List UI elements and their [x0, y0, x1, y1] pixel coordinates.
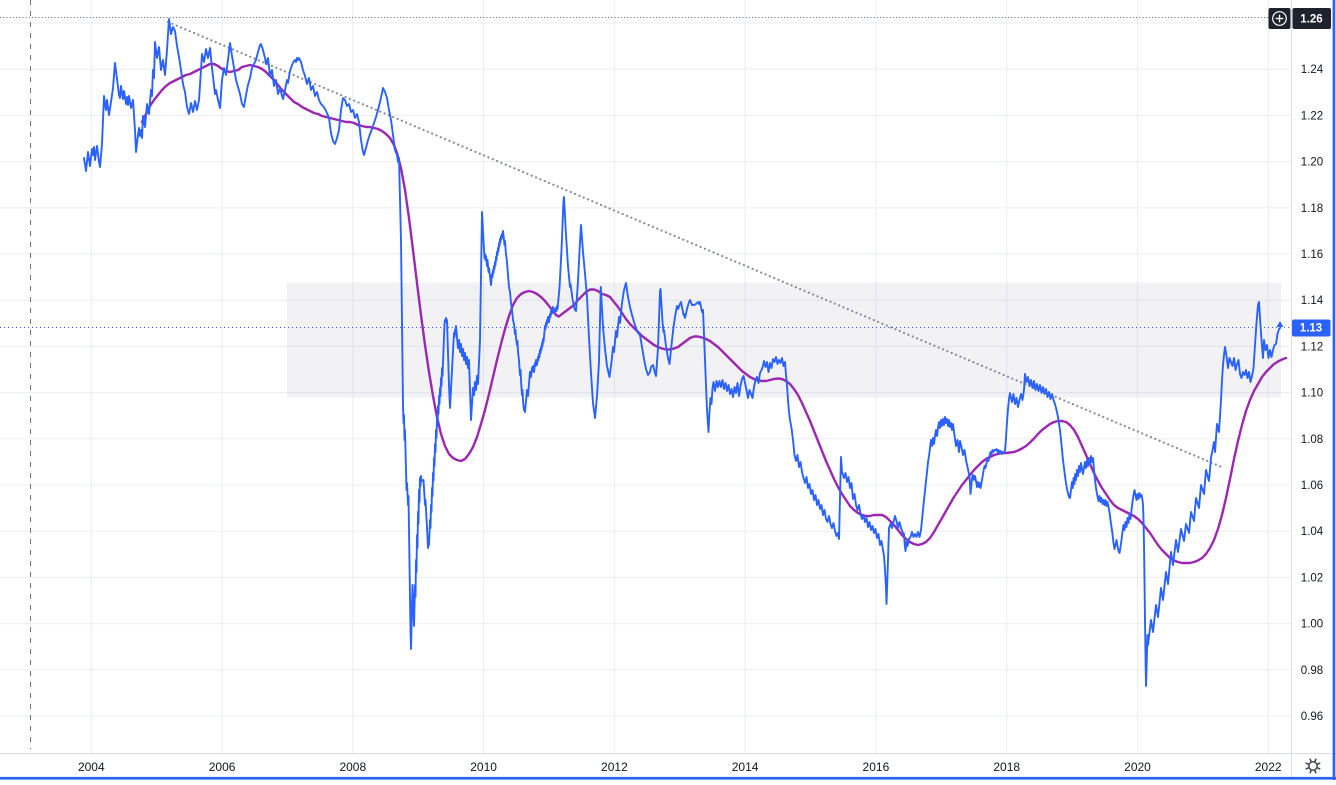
svg-text:2010: 2010 — [470, 760, 497, 774]
svg-text:1.02: 1.02 — [1301, 572, 1323, 584]
svg-text:1.00: 1.00 — [1301, 619, 1323, 631]
svg-text:1.26: 1.26 — [1300, 14, 1322, 26]
svg-text:1.13: 1.13 — [1300, 323, 1322, 335]
svg-text:1.08: 1.08 — [1301, 434, 1323, 446]
svg-text:2020: 2020 — [1124, 760, 1151, 774]
svg-text:0.98: 0.98 — [1301, 665, 1323, 677]
svg-text:2022: 2022 — [1255, 760, 1282, 774]
svg-text:2004: 2004 — [78, 760, 105, 774]
svg-text:1.12: 1.12 — [1301, 341, 1323, 353]
svg-text:1.18: 1.18 — [1301, 203, 1323, 215]
svg-text:1.24: 1.24 — [1301, 64, 1324, 76]
svg-text:2016: 2016 — [863, 760, 890, 774]
svg-text:2008: 2008 — [339, 760, 366, 774]
svg-text:1.20: 1.20 — [1301, 157, 1323, 169]
svg-text:2018: 2018 — [993, 760, 1020, 774]
svg-text:1.14: 1.14 — [1301, 295, 1324, 307]
svg-text:2012: 2012 — [601, 760, 628, 774]
svg-text:0.96: 0.96 — [1301, 711, 1323, 723]
svg-text:1.06: 1.06 — [1301, 480, 1323, 492]
svg-text:1.10: 1.10 — [1301, 388, 1323, 400]
svg-text:1.04: 1.04 — [1301, 526, 1324, 538]
svg-text:2014: 2014 — [732, 760, 759, 774]
svg-text:2006: 2006 — [209, 760, 236, 774]
svg-text:1.16: 1.16 — [1301, 249, 1323, 261]
svg-text:1.22: 1.22 — [1301, 110, 1323, 122]
